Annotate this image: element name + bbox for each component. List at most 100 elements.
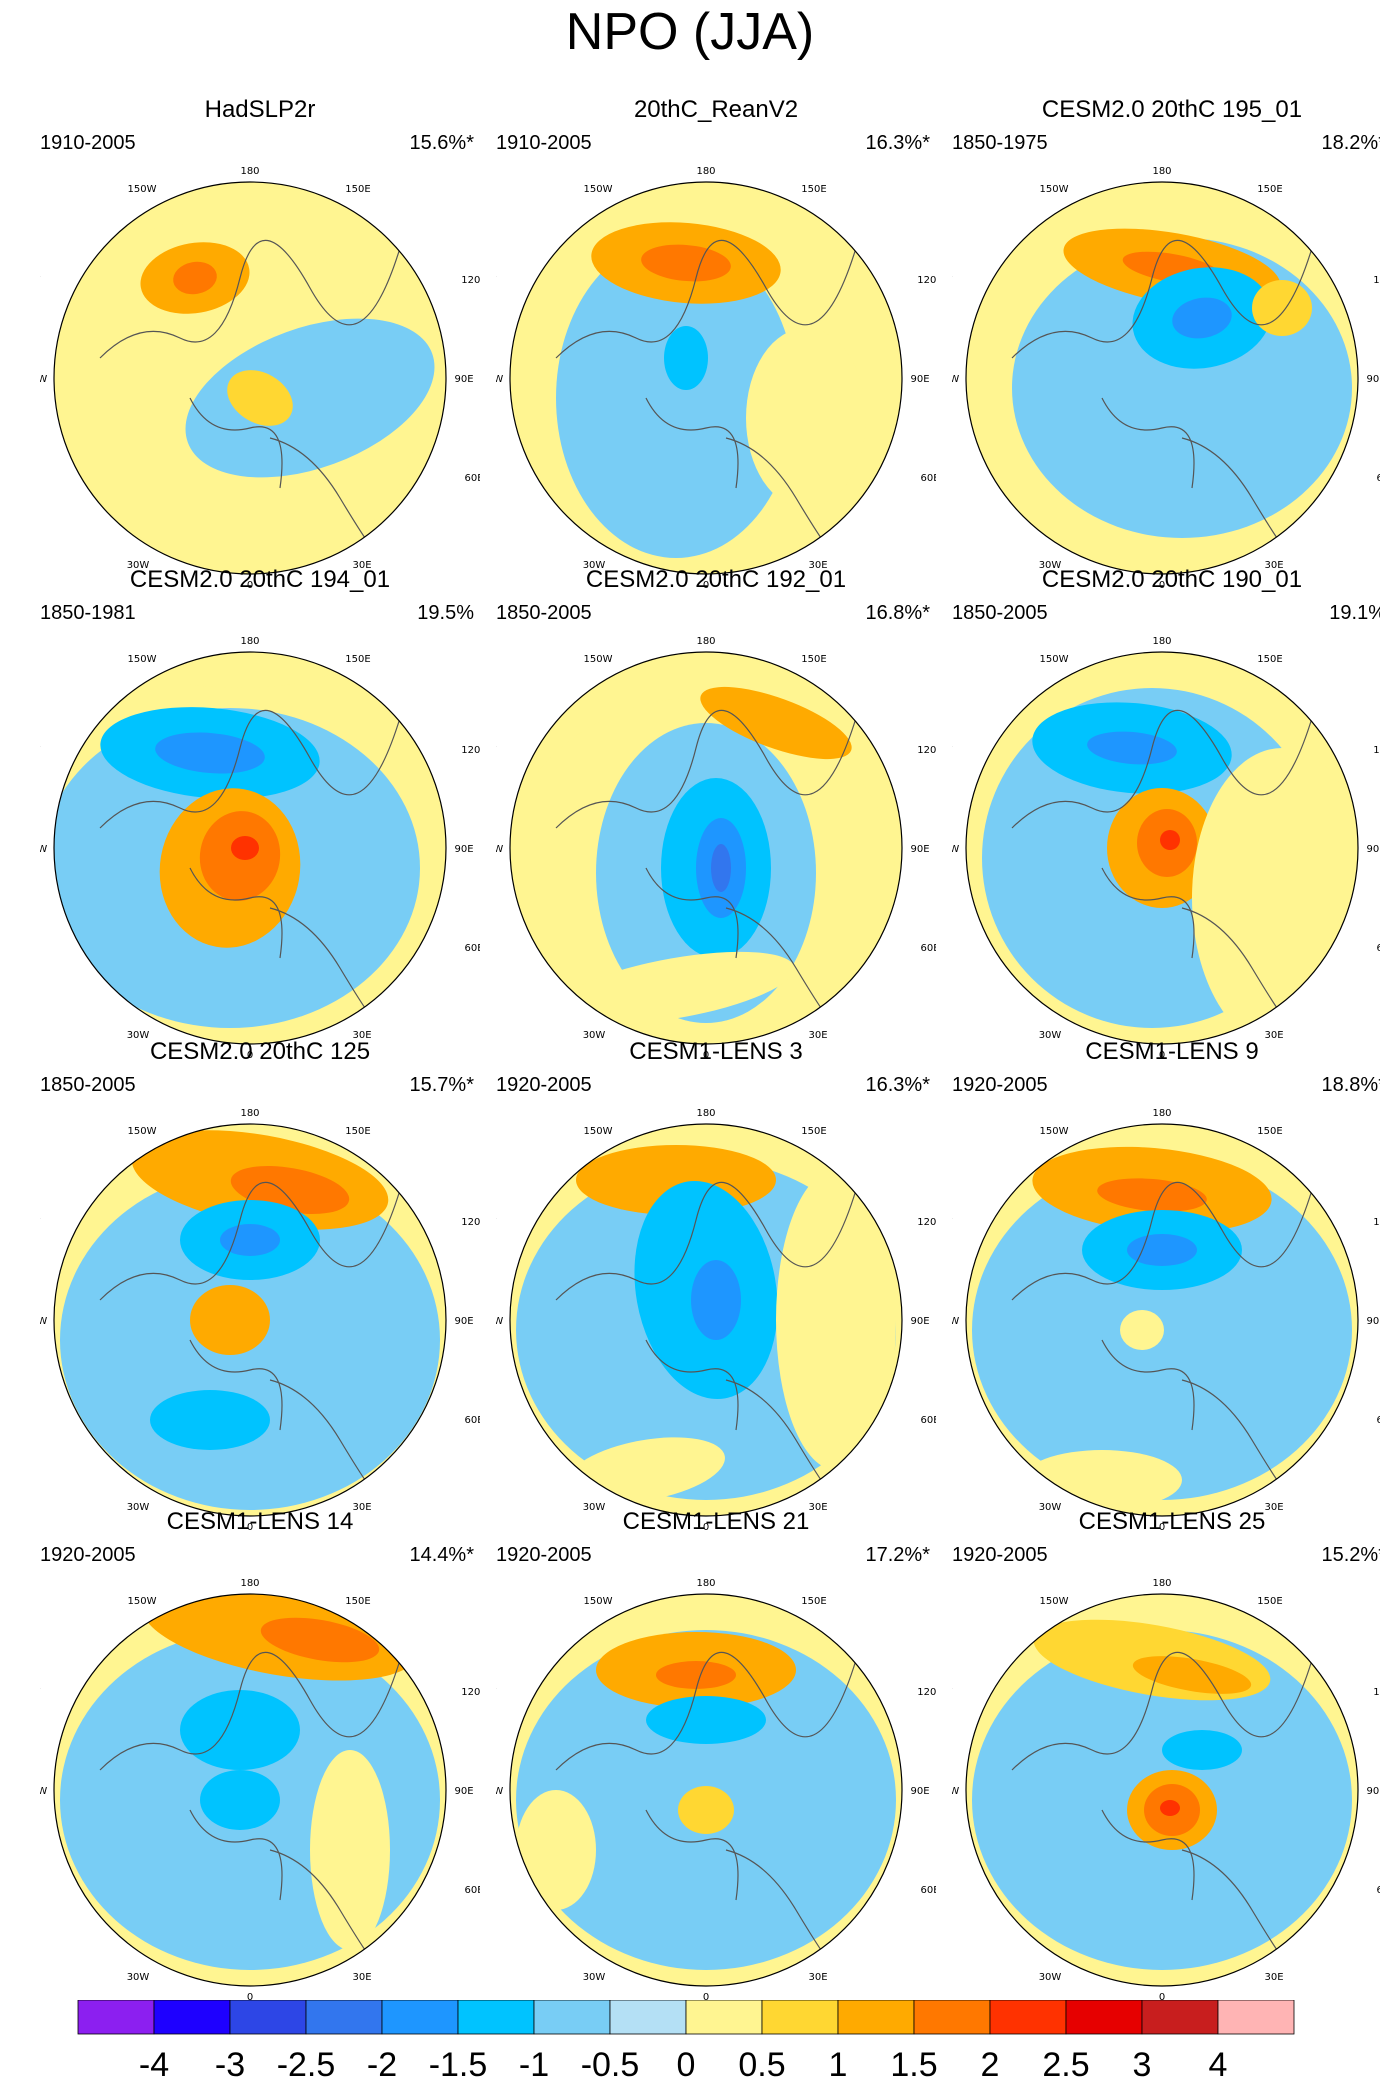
longitude-label: 90E [910, 1786, 929, 1797]
longitude-label: 30W [583, 1030, 606, 1041]
longitude-label: 150W [128, 1126, 157, 1137]
colorbar-swatch [229, 2000, 307, 2035]
anomaly-contour [1097, 1178, 1207, 1212]
longitude-label: 150E [1257, 654, 1282, 665]
panel-period: 1910-2005 [40, 132, 136, 154]
longitude-label: 90W [40, 1316, 47, 1327]
longitude-label: 150E [1257, 184, 1282, 195]
longitude-label: 30E [1264, 560, 1283, 571]
longitude-label: 30W [127, 560, 150, 571]
polar-map: 1800150W150E120W120E90W90E60W60E30W30E [496, 1108, 936, 1530]
longitude-label: 30E [808, 560, 827, 571]
longitude-label: 90W [496, 1316, 503, 1327]
panel-period: 1920-2005 [496, 1544, 592, 1566]
colorbar-label: -4 [139, 2046, 169, 2084]
longitude-label: 180 [1152, 1108, 1171, 1119]
colorbar-label: 1.5 [890, 2046, 937, 2084]
panel-title: 20thC_ReanV2 [633, 96, 799, 123]
longitude-label: 120E [461, 1217, 480, 1228]
colorbar-swatch [837, 2000, 915, 2035]
panel-title: CESM1-LENS 9 [1085, 1038, 1259, 1065]
colorbar-swatch [685, 2000, 763, 2035]
longitude-label: 0 [247, 580, 253, 588]
panel-period: 1850-1981 [40, 602, 136, 624]
anomaly-contour [190, 1285, 270, 1355]
anomaly-contour [220, 1224, 280, 1256]
anomaly-contour [310, 1750, 390, 1950]
map-boundary [509, 651, 903, 1045]
longitude-label: 180 [1152, 636, 1171, 647]
longitude-label: 150E [801, 1596, 826, 1607]
panel-variance-percent: 18.2%* [1321, 132, 1380, 154]
anomaly-contour [1172, 297, 1232, 339]
longitude-label: 30W [583, 560, 606, 571]
longitude-label: 150E [801, 654, 826, 665]
longitude-label: 90W [496, 844, 503, 855]
longitude-label: 0 [247, 1992, 253, 2000]
panel-title: CESM1-LENS 14 [166, 1508, 354, 1535]
longitude-label: 150W [128, 184, 157, 195]
longitude-label: 0 [1159, 1522, 1165, 1530]
longitude-label: 90W [40, 1786, 47, 1797]
panel-variance-percent: 16.3%* [865, 132, 931, 154]
map-panel: HadSLP2r1800150W150E120W120E90W90E60W60E… [40, 96, 480, 588]
longitude-label: 90W [952, 844, 959, 855]
longitude-label: 90W [952, 1786, 959, 1797]
anomaly-contour [691, 1260, 741, 1340]
panel-variance-percent: 19.1% [1329, 602, 1380, 624]
polar-map: 1800150W150E120W120E90W90E60W60E30W30E [40, 1578, 480, 2000]
longitude-label: 90E [454, 844, 473, 855]
longitude-label: 0 [247, 1522, 253, 1530]
panel-variance-percent: 17.2%* [865, 1544, 931, 1566]
longitude-label: 120E [917, 1687, 936, 1698]
longitude-label: 90E [1366, 374, 1380, 385]
longitude-label: 150W [584, 1596, 613, 1607]
figure-title: NPO (JJA) [565, 3, 815, 61]
polar-map: 1800150W150E120W120E90W90E60W60E30W30E [952, 636, 1380, 1058]
longitude-label: 30W [127, 1972, 150, 1983]
panel-period: 1850-2005 [496, 602, 592, 624]
longitude-label: 150E [345, 1126, 370, 1137]
longitude-label: 90E [1366, 844, 1380, 855]
map-boundary [53, 651, 447, 1045]
colorbar-label: 2.5 [1042, 2046, 1089, 2084]
anomaly-contour [180, 1690, 300, 1770]
panel-variance-percent: 18.8%* [1321, 1074, 1380, 1096]
longitude-label: 30E [352, 1972, 371, 1983]
anomaly-contour [1162, 1730, 1242, 1770]
colorbar-label: 2 [981, 2046, 1000, 2084]
longitude-label: 90W [40, 374, 47, 385]
anomaly-contour [516, 1790, 596, 1910]
anomaly-contour [155, 732, 265, 774]
colorbar-label: -0.5 [581, 2046, 640, 2084]
colorbar-swatch [153, 2000, 231, 2035]
anomaly-contour [776, 1170, 896, 1470]
panel-variance-percent: 15.7%* [409, 1074, 475, 1096]
polar-map: 1800150W150E120W120E90W90E60W60E30W30E [952, 1108, 1380, 1530]
longitude-label: 90E [1366, 1316, 1380, 1327]
anomaly-contour [185, 318, 435, 478]
longitude-label: 60E [464, 473, 480, 484]
longitude-label: 180 [696, 1578, 715, 1589]
longitude-label: 60E [920, 473, 936, 484]
longitude-label: 150W [1040, 654, 1069, 665]
longitude-label: 0 [1159, 1050, 1165, 1058]
longitude-label: 30W [127, 1030, 150, 1041]
panel-title: CESM1-LENS 21 [622, 1508, 810, 1535]
longitude-label: 120E [917, 275, 936, 286]
longitude-label: 30W [1039, 560, 1062, 571]
anomaly-contour [746, 328, 866, 508]
panel-title: CESM1-LENS 25 [1078, 1508, 1266, 1535]
colorbar-swatch [381, 2000, 459, 2035]
anomaly-contour [1022, 1450, 1182, 1510]
colorbar-swatch [913, 2000, 991, 2035]
